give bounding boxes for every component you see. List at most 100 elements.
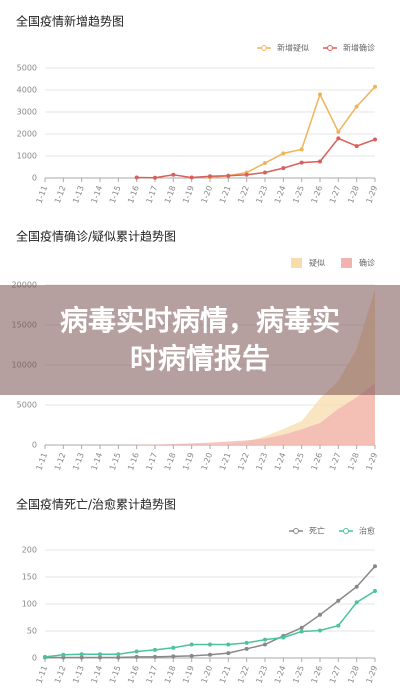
x-tick-label: 1-22 xyxy=(236,451,251,471)
x-tick-label: 1-20 xyxy=(200,184,215,204)
legend-label: 新增确诊 xyxy=(343,43,375,53)
x-tick-label: 1-15 xyxy=(108,184,123,204)
point xyxy=(354,144,359,149)
x-tick-label: 1-28 xyxy=(346,664,361,684)
x-tick-label: 1-22 xyxy=(236,184,251,204)
x-tick-label: 1-20 xyxy=(200,451,215,471)
point xyxy=(318,612,322,617)
banner-text: 病毒实时病情，病毒实时病情报告 xyxy=(59,304,340,375)
x-tick-label: 1-16 xyxy=(126,184,141,204)
x-tick-label: 1-23 xyxy=(255,451,270,471)
x-tick-label: 1-23 xyxy=(255,664,270,684)
y-tick-label: 0 xyxy=(32,441,37,450)
point xyxy=(61,652,66,657)
point xyxy=(226,173,231,178)
x-tick-label: 1-12 xyxy=(53,184,68,204)
x-tick-label: 1-13 xyxy=(71,451,86,471)
legend-dot xyxy=(327,45,333,51)
point xyxy=(244,646,249,651)
point xyxy=(373,84,377,89)
point xyxy=(336,598,341,603)
x-tick-label: 1-19 xyxy=(181,664,196,684)
x-tick-label: 1-18 xyxy=(163,184,178,204)
point xyxy=(208,642,212,647)
point xyxy=(171,654,176,659)
x-tick-label: 1-26 xyxy=(310,184,325,204)
x-tick-label: 1-27 xyxy=(328,184,343,204)
y-tick-label: 200 xyxy=(22,546,37,555)
x-tick-label: 1-11 xyxy=(35,184,50,204)
point xyxy=(354,104,359,109)
legend-label: 确诊 xyxy=(359,258,375,268)
x-tick-label: 1-24 xyxy=(273,184,288,204)
point xyxy=(208,174,212,179)
x-tick-label: 1-21 xyxy=(218,664,233,684)
x-tick-label: 1-14 xyxy=(90,451,105,471)
x-tick-label: 1-29 xyxy=(365,664,380,684)
x-tick-label: 1-27 xyxy=(328,451,343,471)
point xyxy=(299,147,304,152)
x-tick-label: 1-16 xyxy=(126,664,141,684)
x-tick-label: 1-17 xyxy=(145,451,160,471)
point xyxy=(116,652,121,657)
y-tick-label: 5000 xyxy=(17,64,37,73)
point xyxy=(373,564,377,569)
point xyxy=(281,166,286,171)
point xyxy=(299,625,304,630)
point xyxy=(336,623,341,628)
point xyxy=(244,172,249,177)
point xyxy=(244,640,249,645)
point xyxy=(79,655,84,660)
x-tick-label: 1-18 xyxy=(163,664,178,684)
chart-title: 全国疫情死亡/治愈累计趋势图 xyxy=(16,497,176,512)
point xyxy=(299,629,304,634)
line xyxy=(209,86,376,179)
point xyxy=(134,649,139,654)
x-tick-label: 1-29 xyxy=(365,451,380,471)
point xyxy=(116,655,121,660)
y-tick-label: 4000 xyxy=(17,86,37,95)
x-tick-label: 1-21 xyxy=(218,451,233,471)
x-tick-label: 1-25 xyxy=(291,184,306,204)
x-tick-label: 1-13 xyxy=(71,184,86,204)
x-tick-label: 1-28 xyxy=(346,184,361,204)
y-tick-label: 1000 xyxy=(17,152,37,161)
point xyxy=(208,652,212,657)
x-tick-label: 1-24 xyxy=(273,451,288,471)
point xyxy=(98,655,102,660)
point xyxy=(171,645,176,650)
point xyxy=(153,175,157,180)
legend-label: 疑似 xyxy=(309,258,325,268)
point xyxy=(336,136,341,141)
x-tick-label: 1-26 xyxy=(310,664,325,684)
x-tick-label: 1-27 xyxy=(328,664,343,684)
x-tick-label: 1-17 xyxy=(145,184,160,204)
x-tick-label: 1-14 xyxy=(90,184,105,204)
x-tick-label: 1-15 xyxy=(108,664,123,684)
legend-label: 新增疑似 xyxy=(277,43,309,53)
point xyxy=(134,654,139,659)
y-tick-label: 100 xyxy=(22,600,37,609)
point xyxy=(171,172,176,177)
legend-dot xyxy=(343,528,349,534)
point xyxy=(263,642,267,647)
x-tick-label: 1-26 xyxy=(310,451,325,471)
point xyxy=(189,642,194,647)
x-tick-label: 1-29 xyxy=(365,184,380,204)
banner: 病毒实时病情，病毒实时病情报告 xyxy=(0,285,400,395)
point xyxy=(373,137,377,142)
point xyxy=(79,652,84,657)
x-tick-label: 1-11 xyxy=(35,451,50,471)
point xyxy=(354,600,359,605)
y-tick-label: 5000 xyxy=(17,401,37,410)
x-tick-label: 1-22 xyxy=(236,664,251,684)
x-tick-label: 1-12 xyxy=(53,451,68,471)
point xyxy=(226,651,231,656)
legend-label: 死亡 xyxy=(309,526,325,536)
x-tick-label: 1-12 xyxy=(53,664,68,684)
point xyxy=(226,642,231,647)
point xyxy=(318,628,322,633)
legend-label: 治愈 xyxy=(359,526,375,536)
legend-swatch xyxy=(341,258,352,268)
